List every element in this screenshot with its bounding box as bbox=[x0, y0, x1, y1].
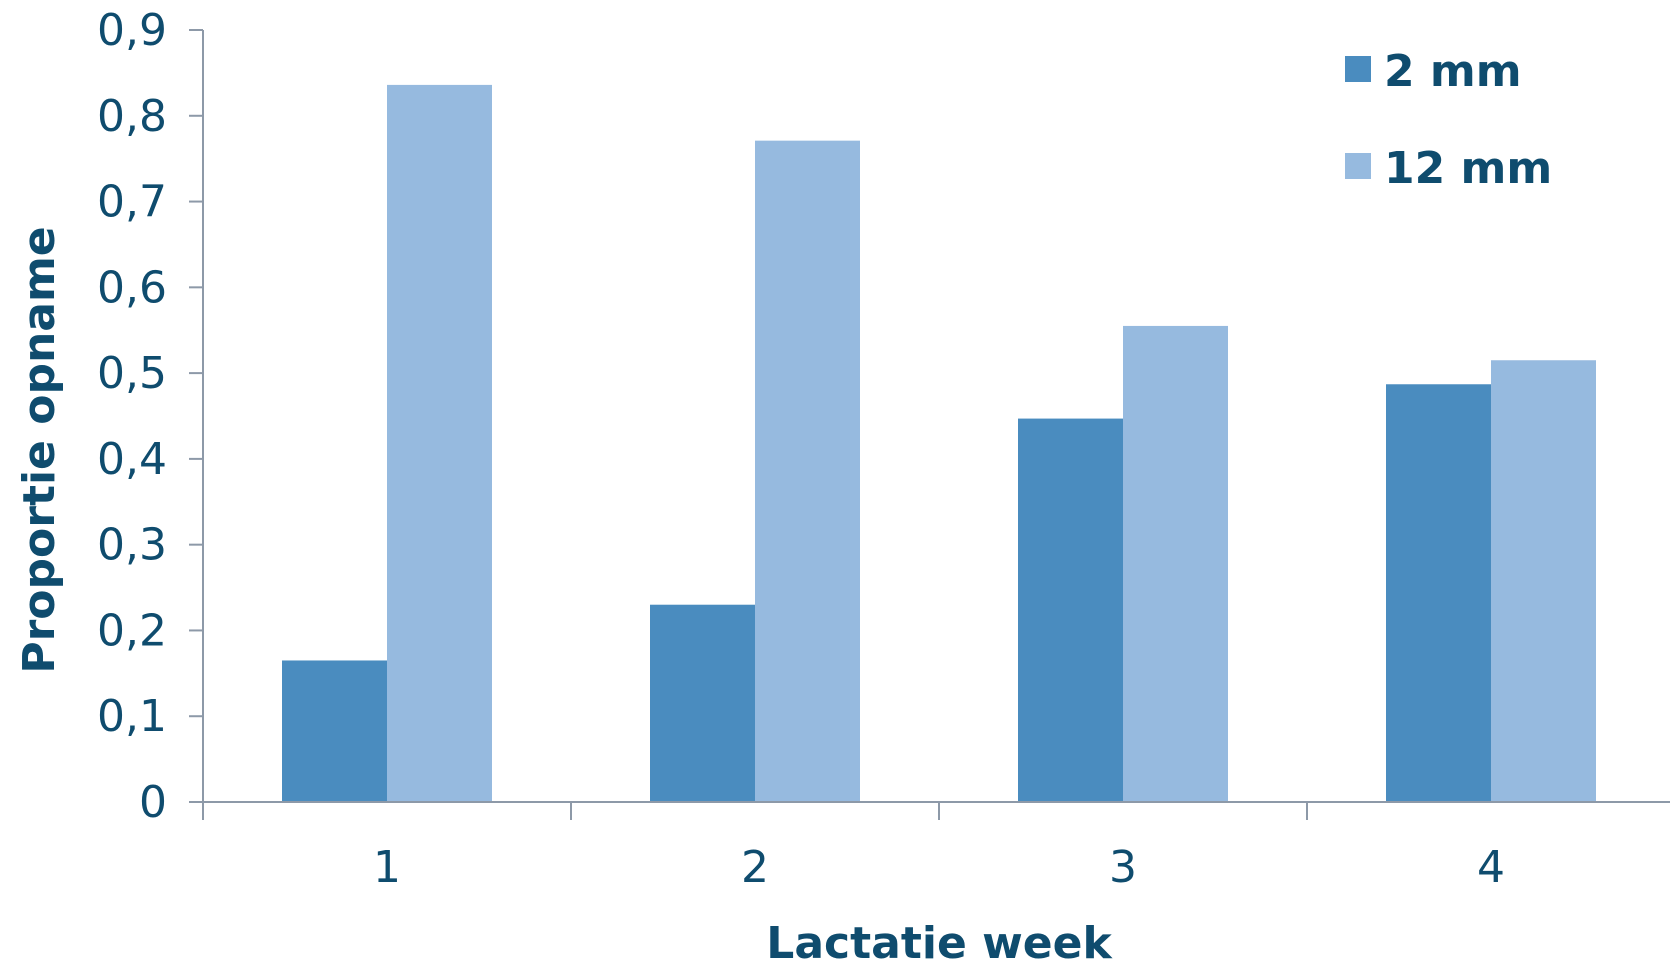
y-tick-label: 0,3 bbox=[97, 520, 167, 571]
y-tick-label: 0,1 bbox=[97, 691, 167, 742]
x-tick-label: 2 bbox=[741, 842, 769, 893]
y-tick-label: 0,6 bbox=[97, 262, 167, 313]
bar-12-mm-week-4 bbox=[1491, 360, 1596, 802]
x-axis-ticks: 1 2 3 4 bbox=[202, 802, 1505, 893]
y-tick-label: 0,8 bbox=[97, 91, 167, 142]
y-tick-label: 0 bbox=[139, 777, 167, 828]
legend-label: 2 mm bbox=[1384, 46, 1522, 97]
y-tick-label: 0,9 bbox=[97, 5, 167, 56]
legend-swatch bbox=[1345, 153, 1371, 179]
legend-swatch bbox=[1345, 56, 1371, 82]
y-tick-label: 0,7 bbox=[97, 177, 167, 228]
bar-12-mm-week-2 bbox=[755, 140, 860, 803]
bar-2-mm-week-4 bbox=[1386, 384, 1491, 802]
y-tick-label: 0,4 bbox=[97, 434, 167, 485]
y-tick-label: 0,2 bbox=[97, 605, 167, 656]
legend: 2 mm 12 mm bbox=[1345, 46, 1552, 194]
bar-2-mm-week-1 bbox=[282, 660, 387, 802]
y-axis-title: Proportie opname bbox=[14, 226, 65, 673]
bar-12-mm-week-1 bbox=[387, 84, 492, 803]
x-tick-label: 4 bbox=[1477, 842, 1505, 893]
x-tick-label: 1 bbox=[373, 842, 401, 893]
bars bbox=[282, 84, 1596, 803]
y-axis-ticks: 0 0,1 0,2 0,3 0,4 0,5 0,6 0,7 0,8 0,9 bbox=[97, 5, 203, 828]
x-tick-label: 3 bbox=[1109, 842, 1137, 893]
y-tick-label: 0,5 bbox=[97, 348, 167, 399]
bar-2-mm-week-3 bbox=[1018, 418, 1123, 802]
legend-label: 12 mm bbox=[1384, 143, 1552, 194]
bar-12-mm-week-3 bbox=[1123, 325, 1228, 802]
bar-2-mm-week-2 bbox=[650, 604, 755, 802]
x-axis-title: Lactatie week bbox=[766, 918, 1113, 965]
